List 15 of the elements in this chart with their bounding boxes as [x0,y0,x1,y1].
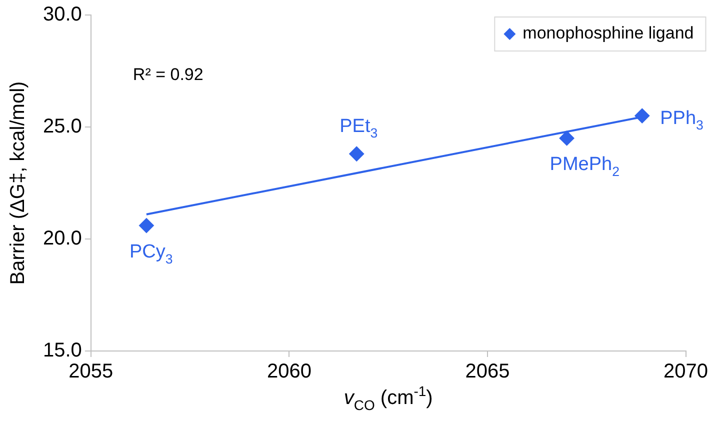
y-tick-label: 25.0 [42,116,82,138]
point [349,146,364,162]
x-tick-label: 2065 [465,360,510,383]
x-tick-label: 2055 [68,360,114,383]
annotation: R² = 0.92 [132,65,204,84]
point [634,108,650,124]
legend-label: monophosphine ligand [522,24,694,43]
y-axis-title: Barrier (ΔG‡, kcal/mol) [7,81,29,285]
point [559,130,574,146]
x-tick-label: 2060 [266,360,312,383]
point [138,218,154,234]
y-tick-label: 20.0 [42,228,82,250]
x-tick-label: 2070 [664,360,708,383]
y-tick-label: 15.0 [42,340,82,362]
y-tick-label: 30.0 [42,4,82,26]
